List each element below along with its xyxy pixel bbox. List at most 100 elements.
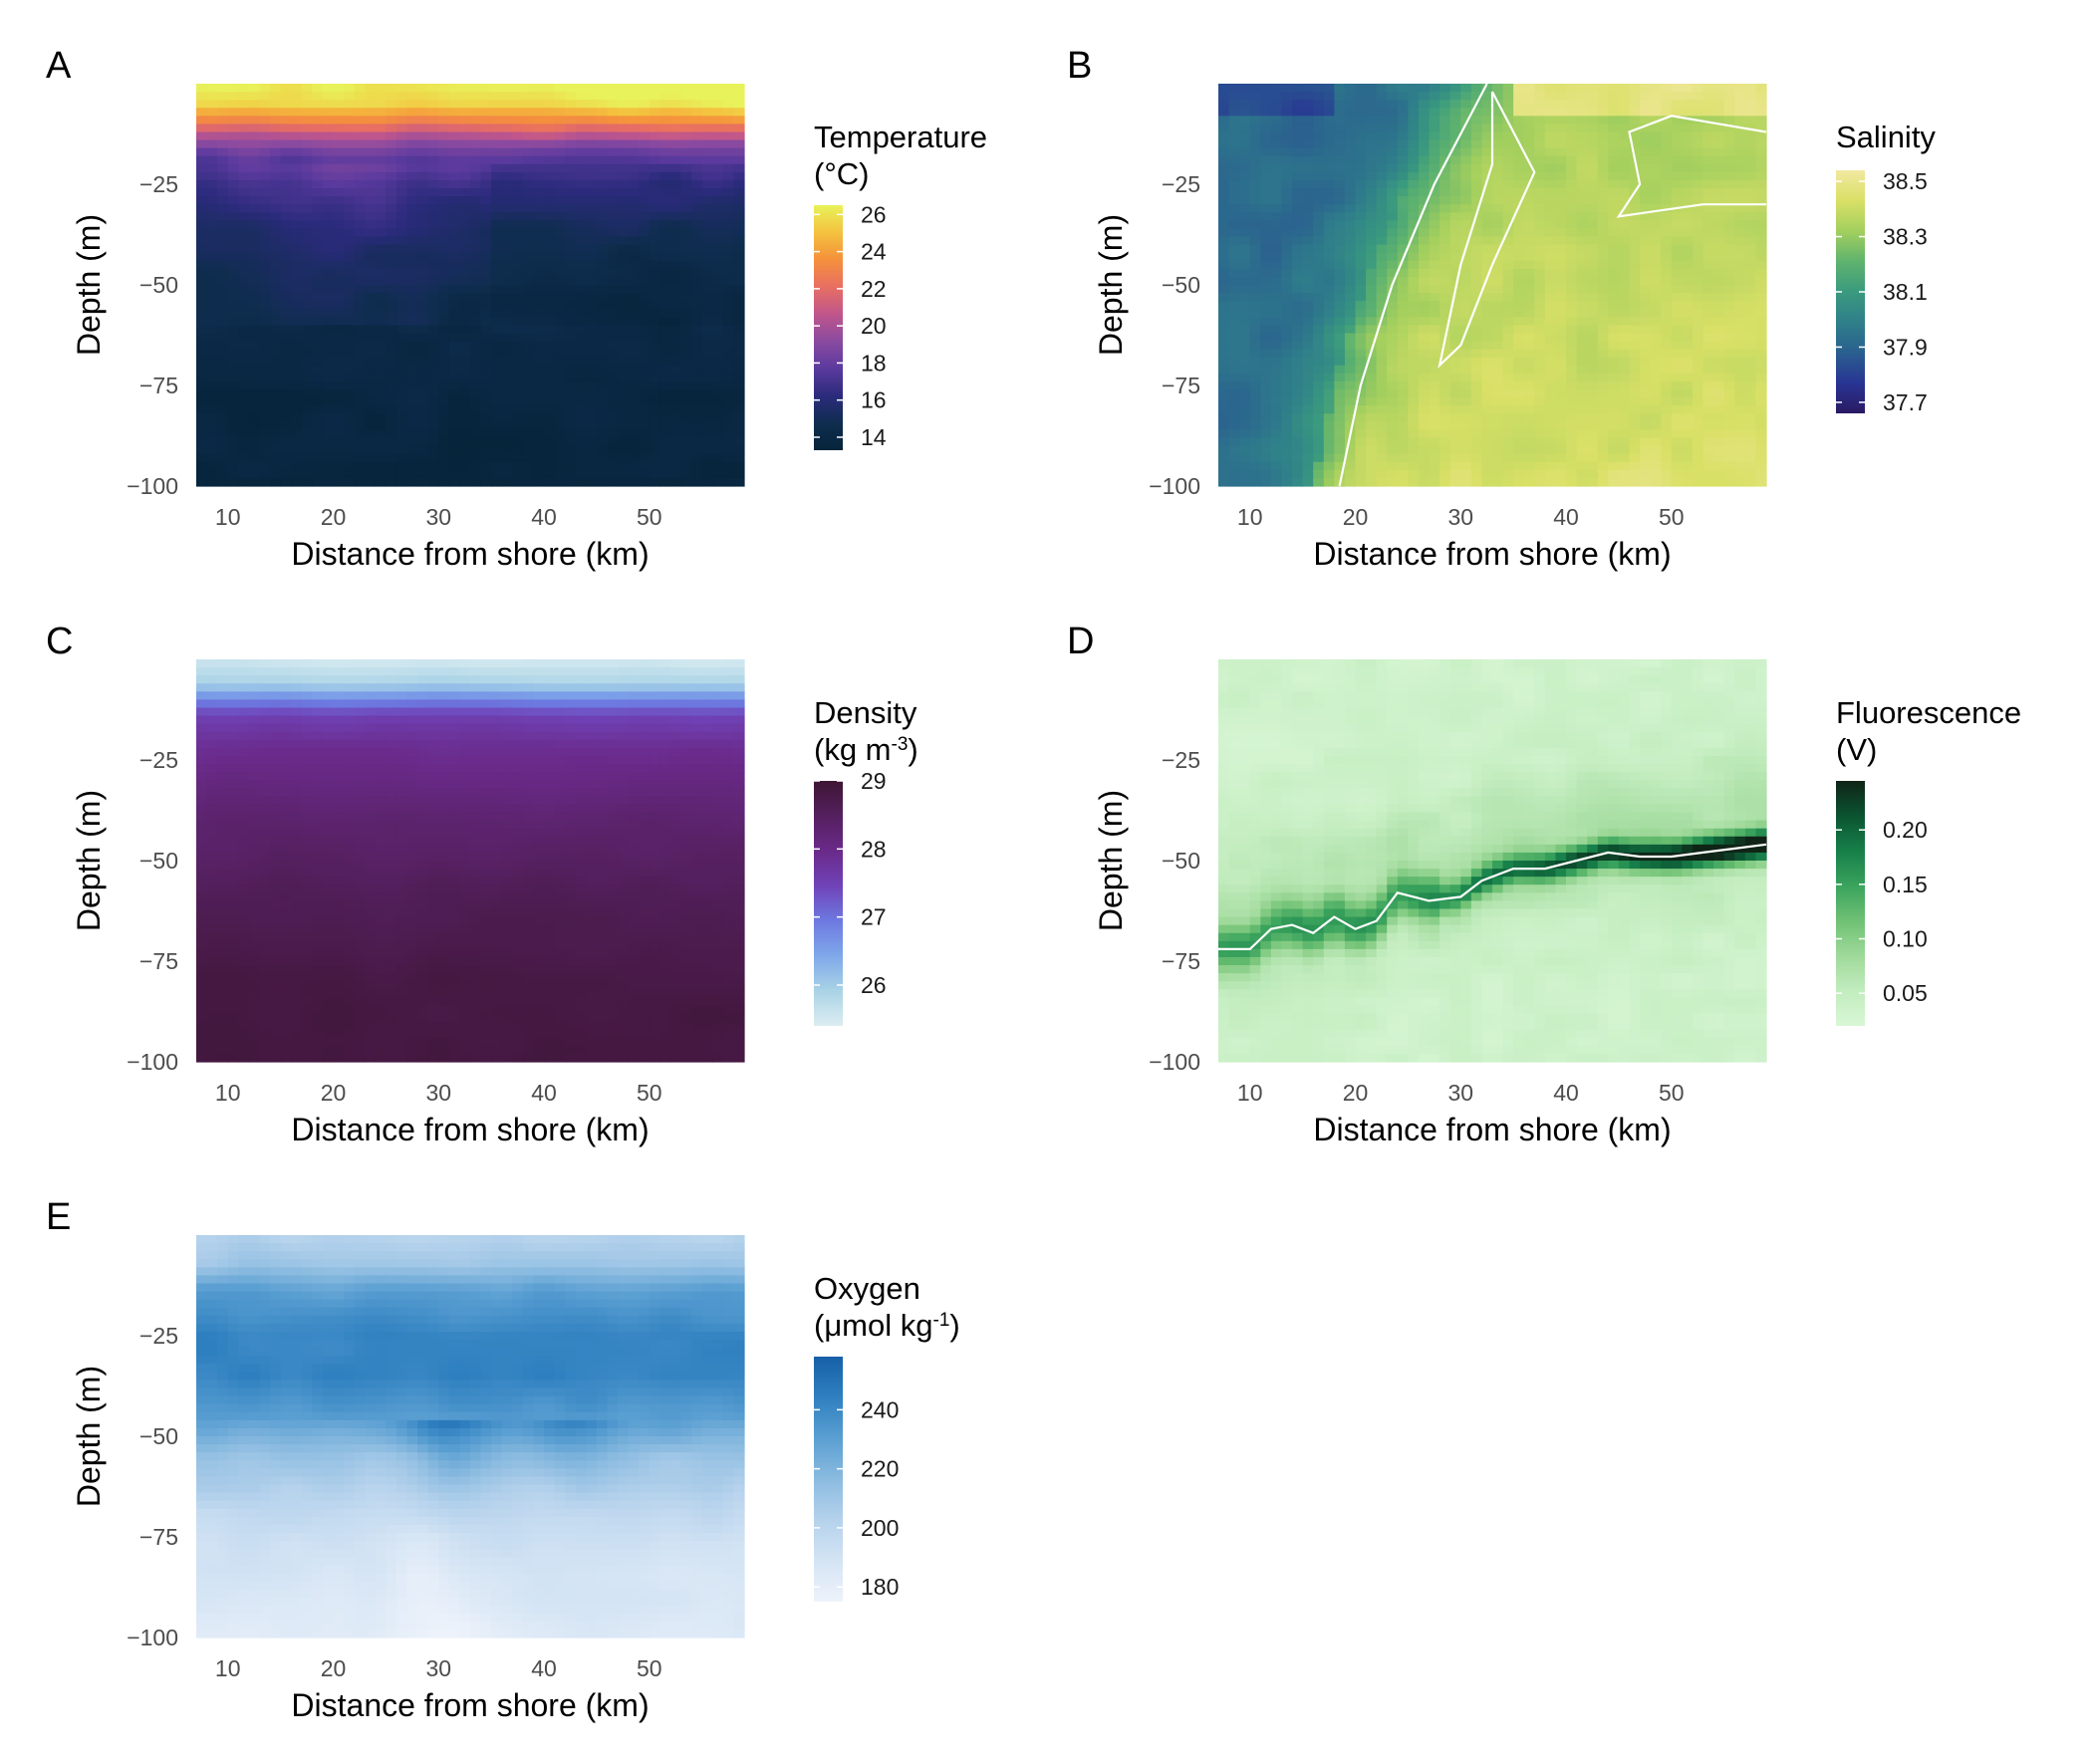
- heatmap-cell: [1555, 405, 1567, 414]
- heatmap-cell: [1376, 293, 1388, 302]
- heatmap-cell: [1492, 445, 1504, 455]
- heatmap-cell: [217, 397, 229, 406]
- heatmap-cell: [659, 437, 671, 447]
- heatmap-cell: [575, 252, 587, 262]
- heatmap-cell: [1534, 108, 1546, 117]
- heatmap-cell: [1429, 260, 1440, 270]
- heatmap-cell: [395, 179, 408, 189]
- heatmap-cell: [1323, 116, 1335, 125]
- heatmap-cell: [470, 469, 482, 479]
- heatmap-cell: [1313, 147, 1325, 157]
- heatmap-cell: [1492, 171, 1504, 181]
- heatmap-cell: [1260, 293, 1272, 302]
- heatmap-cell: [259, 124, 271, 133]
- heatmap-cell: [1239, 212, 1251, 221]
- heatmap-cell: [1608, 244, 1620, 254]
- heatmap-cell: [1702, 260, 1714, 270]
- heatmap-cell: [1281, 365, 1293, 375]
- heatmap-cell: [1260, 171, 1272, 181]
- heatmap-cell: [365, 421, 377, 431]
- heatmap-cell: [1302, 380, 1314, 390]
- heatmap-cell: [1587, 212, 1599, 221]
- heatmap-cell: [417, 397, 429, 406]
- heatmap-cell: [227, 373, 239, 382]
- heatmap-cell: [344, 244, 356, 254]
- heatmap-cell: [1566, 349, 1578, 359]
- heatmap-cell: [544, 260, 556, 270]
- heatmap-cell: [1228, 365, 1240, 375]
- heatmap-cell: [1323, 276, 1335, 286]
- legend-tick-label: 20: [861, 313, 887, 339]
- heatmap-cell: [1555, 204, 1567, 213]
- heatmap-cell: [1587, 139, 1599, 149]
- heatmap-cell: [1702, 477, 1714, 487]
- heatmap-cell: [1513, 268, 1525, 278]
- heatmap-cell: [1355, 260, 1367, 270]
- heatmap-cell: [448, 397, 461, 406]
- heatmap-cell: [607, 461, 619, 471]
- heatmap-cell: [544, 268, 556, 278]
- heatmap-cell: [386, 421, 397, 431]
- heatmap-cell: [1682, 437, 1694, 447]
- heatmap-cell: [280, 124, 292, 133]
- heatmap-cell: [1260, 124, 1272, 133]
- heatmap-cell: [722, 212, 735, 221]
- heatmap-cell: [1618, 260, 1631, 270]
- heatmap-cell: [1502, 397, 1514, 406]
- heatmap-cell: [1397, 163, 1409, 173]
- heatmap-cell: [669, 163, 682, 173]
- heatmap-cell: [533, 461, 545, 471]
- heatmap-cell: [333, 228, 345, 238]
- heatmap-cell: [1408, 445, 1420, 455]
- heatmap-cell: [448, 147, 461, 157]
- heatmap-cell: [596, 333, 609, 343]
- heatmap-cell: [196, 92, 208, 101]
- heatmap-cell: [1344, 389, 1357, 398]
- heatmap-cell: [586, 325, 598, 335]
- heatmap-cell: [722, 139, 735, 149]
- heatmap-cell: [1429, 212, 1440, 221]
- heatmap-cell: [1640, 469, 1652, 479]
- heatmap-cell: [1513, 325, 1525, 335]
- heatmap-cell: [1439, 429, 1451, 439]
- heatmap-cell: [649, 84, 660, 93]
- heatmap-cell: [1323, 131, 1335, 141]
- heatmap-cell: [628, 389, 640, 398]
- heatmap-cell: [227, 349, 239, 359]
- heatmap-cell: [1587, 317, 1599, 326]
- heatmap-cell: [1281, 469, 1293, 479]
- heatmap-cell: [238, 268, 250, 278]
- heatmap-cell: [1534, 147, 1546, 157]
- heatmap-cell: [1239, 92, 1251, 101]
- heatmap-cell: [1292, 220, 1304, 230]
- heatmap-cell: [680, 357, 692, 367]
- heatmap-cell: [628, 268, 640, 278]
- heatmap-cell: [1470, 188, 1483, 197]
- heatmap-cell: [1597, 188, 1609, 197]
- heatmap-cell: [280, 84, 292, 93]
- heatmap-cell: [491, 293, 503, 302]
- heatmap-cell: [1650, 100, 1662, 109]
- heatmap-cell: [1429, 236, 1440, 246]
- heatmap-cell: [680, 429, 692, 439]
- heatmap-cell: [1449, 220, 1461, 230]
- heatmap-cell: [322, 397, 335, 406]
- heatmap-cell: [196, 293, 208, 302]
- heatmap-cell: [375, 244, 387, 254]
- heatmap-cell: [1671, 196, 1683, 205]
- heatmap-cell: [501, 244, 513, 254]
- heatmap-cell: [375, 445, 387, 455]
- heatmap-cell: [344, 212, 356, 221]
- heatmap-cell: [691, 341, 703, 351]
- heatmap-cell: [270, 349, 282, 359]
- heatmap-cell: [227, 188, 239, 197]
- heatmap-cell: [512, 236, 524, 246]
- heatmap-cell: [691, 163, 703, 173]
- heatmap-cell: [596, 397, 609, 406]
- heatmap-cell: [438, 357, 450, 367]
- heatmap-cell: [669, 228, 682, 238]
- heatmap-cell: [701, 276, 713, 286]
- heatmap-cell: [365, 204, 377, 213]
- heatmap-cell: [1513, 373, 1525, 382]
- heatmap-cell: [1355, 92, 1367, 101]
